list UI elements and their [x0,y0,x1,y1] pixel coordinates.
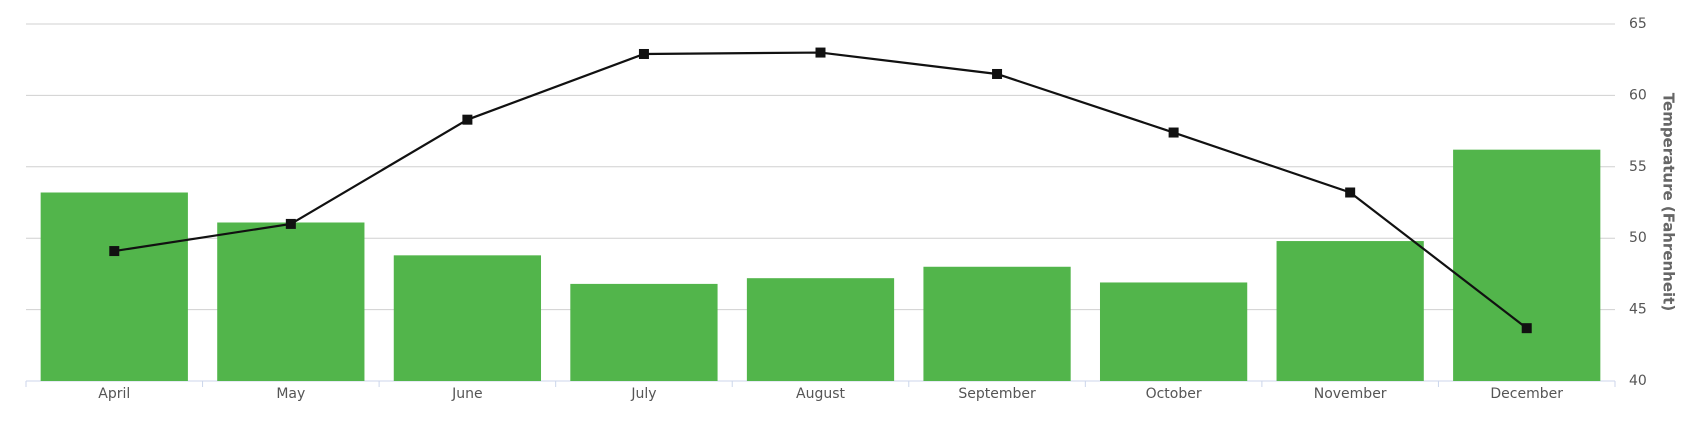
bar [40,192,188,381]
bar [1276,241,1424,381]
x-tick-label: July [630,386,656,402]
bar [923,266,1071,381]
line-marker [1345,187,1356,198]
x-tick-label: April [98,386,130,402]
y-tick-label: 45 [1629,302,1647,318]
line-marker [109,246,120,257]
y-tick-label: 65 [1629,16,1647,32]
line-marker [462,114,473,125]
bar [1453,149,1601,381]
bar [746,278,895,381]
y-axis-title: Temperature (Fahrenheit) [1660,93,1678,311]
y-tick-label: 40 [1629,373,1647,389]
x-tick-label: August [796,386,846,402]
x-tick-label: September [958,386,1036,402]
line-marker [1521,323,1532,334]
x-tick-label: November [1314,386,1387,402]
x-tick-label: June [451,386,483,402]
line-marker [992,68,1003,79]
line-marker [815,47,826,58]
x-tick-label: May [276,386,305,402]
bar [1099,282,1248,381]
y-tick-label: 50 [1629,230,1647,246]
y-tick-label: 55 [1629,159,1647,175]
line-marker [638,48,649,59]
x-tick-label: December [1490,386,1563,402]
line-marker [1168,127,1179,138]
bar [393,255,542,381]
bar [570,283,718,381]
bar [217,222,365,381]
y-tick-label: 60 [1629,87,1647,103]
x-tick-label: October [1146,386,1202,402]
line-marker [285,218,296,229]
